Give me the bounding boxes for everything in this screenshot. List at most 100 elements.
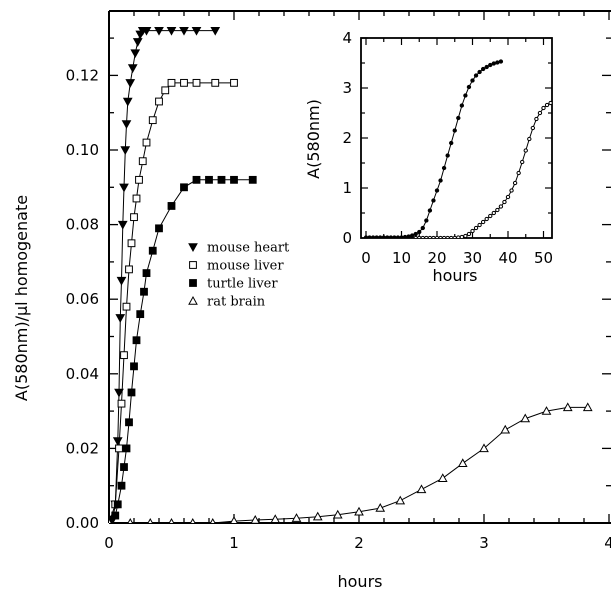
inset-data-point — [463, 93, 468, 98]
inset-x-tick-label: 40 — [498, 249, 517, 267]
inset-x-axis-title: hours — [433, 266, 478, 285]
main-data-point — [168, 517, 175, 523]
inset-data-point — [431, 198, 436, 203]
inset-data-point — [473, 73, 479, 78]
main-data-point — [130, 213, 138, 222]
inset-data-point — [427, 235, 433, 238]
main-data-point — [117, 399, 126, 408]
main-data-point — [248, 175, 257, 184]
main-data-point — [155, 97, 163, 106]
main-data-point — [114, 388, 124, 398]
main-series-turtle-liver — [109, 175, 257, 523]
inset-y-tick-label: 1 — [342, 179, 352, 197]
inset-data-point — [530, 125, 536, 131]
inset-data-point — [434, 235, 440, 238]
inset-data-point — [441, 165, 447, 171]
main-data-point — [189, 517, 196, 523]
main-data-point — [125, 79, 136, 88]
inset-data-point — [463, 233, 468, 238]
inset-data-point — [417, 235, 422, 238]
inset-series-1 — [413, 100, 552, 238]
main-x-tick-label: 1 — [229, 534, 239, 552]
main-data-point — [132, 194, 141, 203]
main-y-tick-label: 0.08 — [66, 216, 99, 234]
inset-x-tick-label: 50 — [534, 249, 553, 267]
main-y-tick-label: 0.12 — [66, 66, 99, 84]
main-data-point — [541, 406, 552, 415]
inset-data-point — [424, 218, 429, 223]
inset-data-point — [534, 116, 539, 122]
inset-x-tick-label: 30 — [463, 249, 482, 267]
main-data-point — [142, 138, 151, 147]
inset-data-point — [495, 60, 500, 65]
main-data-point — [116, 276, 127, 286]
inset-data-point — [438, 235, 443, 238]
main-data-point — [520, 413, 531, 423]
inset-data-point — [434, 188, 440, 193]
inset-y-tick-label: 4 — [342, 29, 352, 47]
inset-data-point — [409, 233, 415, 238]
main-data-point — [135, 175, 143, 184]
inset-data-point — [452, 235, 457, 238]
inset-y-tick-label: 2 — [342, 129, 352, 147]
main-data-point — [138, 157, 147, 166]
inset-data-point — [498, 59, 504, 64]
main-data-point — [205, 175, 213, 184]
inset-data-point — [520, 159, 525, 165]
legend: mouse heart mouse liver turtle liver rat br… — [188, 241, 290, 310]
inset-data-point — [452, 128, 457, 133]
main-data-point — [127, 64, 138, 73]
inset-data-point — [491, 61, 496, 66]
inset-data-point — [484, 64, 489, 70]
inset-data-point — [491, 210, 496, 216]
inset-data-point — [431, 235, 436, 238]
main-data-point — [167, 202, 176, 210]
inset-background — [361, 38, 552, 238]
main-x-tick-label: 3 — [479, 534, 489, 552]
inset-data-point — [466, 231, 472, 237]
inset-data-point — [480, 66, 486, 72]
main-plot-area: 0 1 2 3 4 0.00 0.02 0.04 0.06 0.08 0.10 0.12 — [66, 10, 611, 552]
main-data-point — [230, 516, 238, 523]
main-data-point — [166, 26, 177, 36]
main-series — [109, 26, 593, 523]
inset-y-tick-label: 0 — [342, 229, 352, 247]
legend-label: turtle liver — [207, 277, 278, 292]
inset-y-axis-title: A(580nm) — [304, 99, 323, 179]
inset-data-point — [544, 102, 550, 108]
inset-data-point — [445, 235, 450, 238]
legend-label: rat brain — [207, 295, 266, 310]
main-data-point — [122, 444, 131, 453]
main-data-point — [127, 388, 136, 397]
main-data-point — [120, 146, 131, 156]
main-data-point — [142, 269, 151, 277]
inset-data-point — [523, 148, 528, 153]
main-data-point — [291, 513, 302, 522]
main-data-point — [154, 26, 164, 36]
main-y-tick-label: 0.06 — [66, 290, 99, 308]
inset-series — [363, 59, 552, 238]
main-data-point — [148, 116, 157, 125]
main-data-point — [230, 175, 238, 184]
main-data-point — [109, 517, 112, 523]
main-data-point — [209, 517, 216, 523]
main-data-point — [113, 500, 122, 509]
inset-x-tick-label: 10 — [392, 249, 411, 267]
main-data-point — [120, 463, 128, 471]
main-data-point — [250, 514, 260, 523]
main-data-point — [500, 424, 511, 434]
inset-data-point — [441, 235, 447, 238]
inset-data-point — [484, 216, 489, 222]
inset-data-point — [473, 225, 479, 231]
main-data-point — [122, 97, 133, 107]
inset-data-point — [470, 228, 475, 234]
inset-data-point — [498, 204, 504, 209]
inset-plot-area: 0 10 20 30 40 50 0 1 2 3 4 — [342, 29, 553, 267]
main-data-point — [416, 484, 427, 494]
main-data-point — [115, 314, 126, 323]
main-data-point — [217, 175, 226, 184]
inset-data-point — [438, 178, 443, 183]
main-data-point — [112, 437, 123, 446]
main-data-point — [179, 26, 189, 36]
inset-data-point — [470, 78, 475, 83]
